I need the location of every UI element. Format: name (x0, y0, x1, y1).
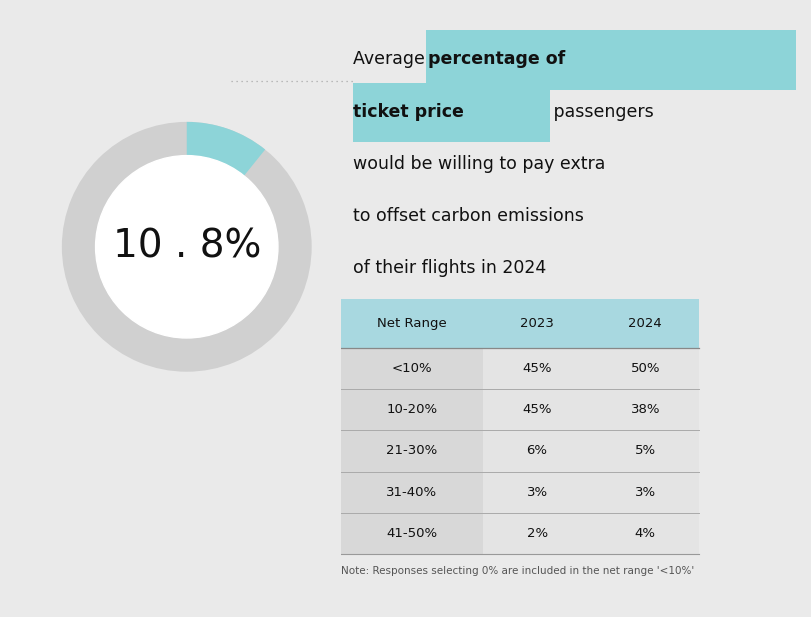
Text: 3%: 3% (526, 486, 547, 499)
Wedge shape (187, 122, 265, 176)
Text: passengers: passengers (547, 102, 653, 121)
Text: Net Range: Net Range (376, 317, 446, 330)
FancyBboxPatch shape (426, 30, 797, 90)
Text: 41-50%: 41-50% (386, 527, 437, 540)
FancyBboxPatch shape (341, 471, 483, 513)
FancyBboxPatch shape (590, 389, 698, 430)
Text: Average: Average (353, 51, 430, 68)
FancyBboxPatch shape (483, 389, 590, 430)
Text: Note: Responses selecting 0% are included in the net range '<10%': Note: Responses selecting 0% are include… (341, 566, 693, 576)
Wedge shape (62, 122, 311, 371)
FancyBboxPatch shape (590, 430, 698, 471)
Text: <10%: <10% (391, 362, 431, 375)
Text: 2024: 2024 (628, 317, 661, 330)
FancyBboxPatch shape (341, 347, 483, 389)
Text: 21-30%: 21-30% (386, 444, 437, 457)
FancyBboxPatch shape (483, 471, 590, 513)
Text: 45%: 45% (521, 403, 551, 416)
Text: 6%: 6% (526, 444, 547, 457)
Text: ticket price: ticket price (353, 102, 464, 121)
Text: 50%: 50% (629, 362, 659, 375)
Text: 31-40%: 31-40% (386, 486, 437, 499)
Text: 5%: 5% (634, 444, 655, 457)
FancyBboxPatch shape (483, 513, 590, 554)
FancyBboxPatch shape (483, 347, 590, 389)
FancyBboxPatch shape (590, 471, 698, 513)
Text: 10-20%: 10-20% (386, 403, 437, 416)
Text: 2%: 2% (526, 527, 547, 540)
FancyBboxPatch shape (590, 513, 698, 554)
Text: 45%: 45% (521, 362, 551, 375)
Text: 3%: 3% (634, 486, 655, 499)
Text: would be willing to pay extra: would be willing to pay extra (353, 155, 605, 173)
FancyBboxPatch shape (341, 513, 483, 554)
Text: percentage of: percentage of (428, 51, 565, 68)
FancyBboxPatch shape (341, 299, 698, 347)
Text: of their flights in 2024: of their flights in 2024 (353, 259, 546, 277)
FancyBboxPatch shape (350, 83, 550, 142)
Text: 38%: 38% (629, 403, 659, 416)
Text: 10 . 8%: 10 . 8% (113, 228, 260, 266)
Text: 2023: 2023 (520, 317, 553, 330)
FancyBboxPatch shape (341, 430, 483, 471)
Text: 4%: 4% (634, 527, 655, 540)
Text: to offset carbon emissions: to offset carbon emissions (353, 207, 583, 225)
FancyBboxPatch shape (483, 430, 590, 471)
FancyBboxPatch shape (341, 389, 483, 430)
FancyBboxPatch shape (590, 347, 698, 389)
Circle shape (96, 155, 277, 338)
